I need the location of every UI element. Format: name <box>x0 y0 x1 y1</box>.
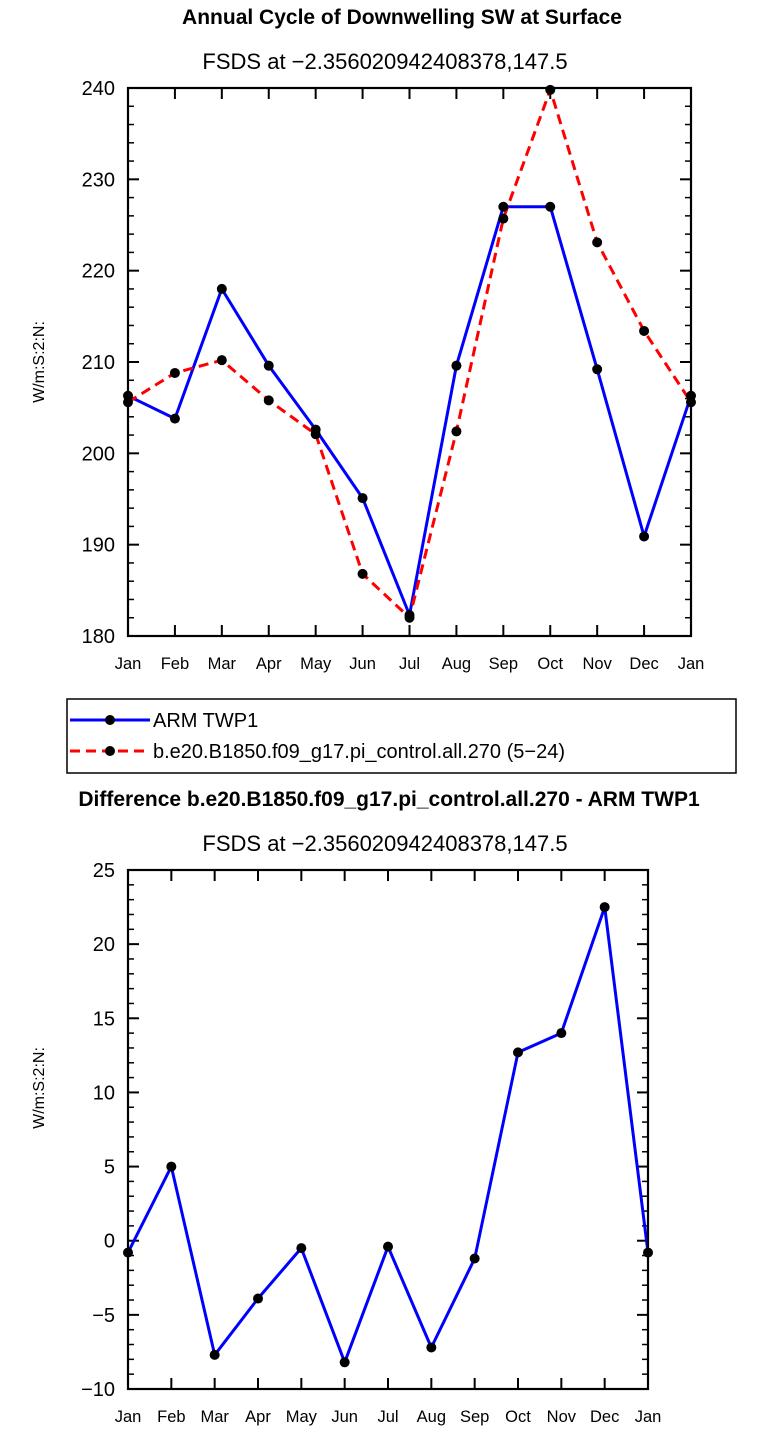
chart-1-series-1-point <box>545 201 556 212</box>
chart-1-series-2-point <box>592 237 603 248</box>
chart-2-series-1-point <box>513 1047 523 1058</box>
chart-1-series-1-point <box>592 364 603 375</box>
chart-1-y-axis-label: W/m:S:2:N: <box>31 321 48 403</box>
chart-2-series-1-point <box>296 1243 307 1254</box>
chart-1-plot-frame <box>126 86 693 638</box>
chart-2-xtick-label: Apr <box>245 1408 271 1426</box>
chart-1-series-1-point <box>263 360 274 371</box>
chart-2-ticks: −10 −5 0 5 10 15 20 25 Jan Feb Mar Apr May Jun Jul Aug S… <box>81 860 661 1426</box>
chart-2-xtick-label: Jun <box>331 1408 358 1426</box>
chart-1-ytick-label: 210 <box>82 352 115 374</box>
chart-1-title: Annual Cycle of Downwelling SW at Surfac… <box>182 6 622 29</box>
chart-1-series-1-point <box>498 201 509 212</box>
chart-1-series-2-point <box>404 612 415 623</box>
chart-1-ytick-label: 200 <box>82 443 115 465</box>
chart-1-xtick-label: Sep <box>489 655 518 673</box>
chart-1-ytick-label: 180 <box>82 626 115 648</box>
chart-2-series-1-point <box>166 1161 177 1172</box>
chart-2-series-line-1 <box>126 905 650 1364</box>
chart-2-ytick-label: −5 <box>92 1305 115 1327</box>
chart-1-series-2-point <box>451 426 462 437</box>
legend-marker-arm <box>105 715 115 725</box>
chart-1-xtick-label: May <box>300 655 332 673</box>
chart-2-series <box>123 902 653 1368</box>
chart-2-y-axis-label: W/m:S:2:N: <box>31 1047 48 1129</box>
chart-2-series-1-point <box>426 1342 437 1353</box>
chart-2-xtick-label: Aug <box>417 1408 446 1426</box>
chart-2-xtick-label: Oct <box>505 1408 531 1426</box>
difference-chart: Difference b.e20.B1850.f09_g17.pi_contro… <box>31 788 700 1426</box>
chart-1-series-2-point <box>639 325 650 336</box>
chart-2-ytick-label: 10 <box>93 1082 115 1104</box>
chart-2-series-1-point <box>469 1253 480 1264</box>
chart-2-xtick-label: May <box>286 1408 318 1426</box>
legend-marker-model <box>105 746 115 756</box>
chart-2-series-1-point <box>209 1349 220 1360</box>
chart-1-series-2-point <box>216 355 227 366</box>
chart-2-xtick-label: Jan <box>115 1408 142 1426</box>
chart-1-series-2-point <box>545 84 556 95</box>
chart-1-xtick-label: Jul <box>399 655 420 673</box>
chart-2-ytick-label: 15 <box>93 1008 115 1030</box>
chart-1-ytick-label: 220 <box>82 261 115 283</box>
chart-1-xtick-label: Mar <box>208 655 237 673</box>
chart-2-xtick-label: Feb <box>157 1408 185 1426</box>
chart-1-series-line-2 <box>127 88 693 620</box>
chart-1-series-2-point <box>263 395 274 406</box>
chart-2-ytick-label: 5 <box>104 1157 115 1179</box>
chart-1-series-2-point <box>169 367 180 378</box>
chart-1-series-line-1 <box>127 205 693 617</box>
chart-1-series-2-point <box>310 429 321 440</box>
chart-2-xtick-label: Sep <box>460 1408 489 1426</box>
chart-1-series-2-point <box>498 213 509 224</box>
chart-2-series-1-point <box>383 1241 393 1252</box>
chart-1-subtitle: FSDS at −2.356020942408378,147.5 <box>202 49 567 74</box>
chart-2-title: Difference b.e20.B1850.f09_g17.pi_contro… <box>78 788 700 811</box>
chart-2-series-1-point <box>556 1028 567 1039</box>
chart-2-xtick-label: Nov <box>547 1408 577 1426</box>
chart-1-series-2-point <box>357 568 368 579</box>
legend-label-arm: ARM TWP1 <box>153 710 258 732</box>
chart-1-series-1-point <box>357 493 368 504</box>
chart-2-plot-frame <box>126 868 650 1391</box>
chart-2-ytick-label: −10 <box>81 1379 115 1401</box>
chart-1-xtick-label: Oct <box>537 655 563 673</box>
chart-1-ytick-label: 240 <box>82 78 115 100</box>
chart-1-series-1-point <box>451 360 462 371</box>
chart-1-xtick-label: Feb <box>161 655 189 673</box>
annual-cycle-chart: Annual Cycle of Downwelling SW at Surfac… <box>31 6 704 673</box>
chart-1-xtick-label: Dec <box>629 655 658 673</box>
chart-1-series-1-point <box>216 283 227 294</box>
chart-1-xtick-label: Jan <box>678 655 705 673</box>
chart-2-xtick-label: Jul <box>377 1408 398 1426</box>
chart-1-ytick-label: 230 <box>82 169 115 191</box>
chart-1-xtick-label: Aug <box>442 655 471 673</box>
chart-2-xtick-label: Mar <box>200 1408 229 1426</box>
chart-1-xtick-label: Apr <box>256 655 282 673</box>
chart-2-series-1-point <box>339 1357 350 1368</box>
chart-1-xtick-label: Nov <box>582 655 612 673</box>
chart-2-series-1-point <box>599 902 610 913</box>
chart-1-series <box>123 84 696 623</box>
chart-1-xtick-label: Jun <box>349 655 376 673</box>
chart-2-series-1-point <box>253 1293 263 1304</box>
legend-label-model: b.e20.B1850.f09_g17.pi_control.all.270 (… <box>153 741 565 763</box>
chart-1-series-1-point <box>639 531 650 542</box>
chart-2-ytick-label: 0 <box>104 1231 115 1253</box>
chart-2-xtick-label: Dec <box>590 1408 619 1426</box>
chart-2-ytick-label: 25 <box>93 860 115 882</box>
chart-1-xtick-label: Jan <box>115 655 142 673</box>
chart-2-xtick-label: Jan <box>635 1408 662 1426</box>
chart-1-ytick-label: 190 <box>82 535 115 557</box>
chart-2-subtitle: FSDS at −2.356020942408378,147.5 <box>202 831 567 856</box>
chart-2-ytick-label: 20 <box>93 934 115 956</box>
chart-1-series-1-point <box>169 413 180 424</box>
legend-box <box>66 698 737 774</box>
legend: ARM TWP1 b.e20.B1850.f09_g17.pi_control.… <box>66 698 737 774</box>
